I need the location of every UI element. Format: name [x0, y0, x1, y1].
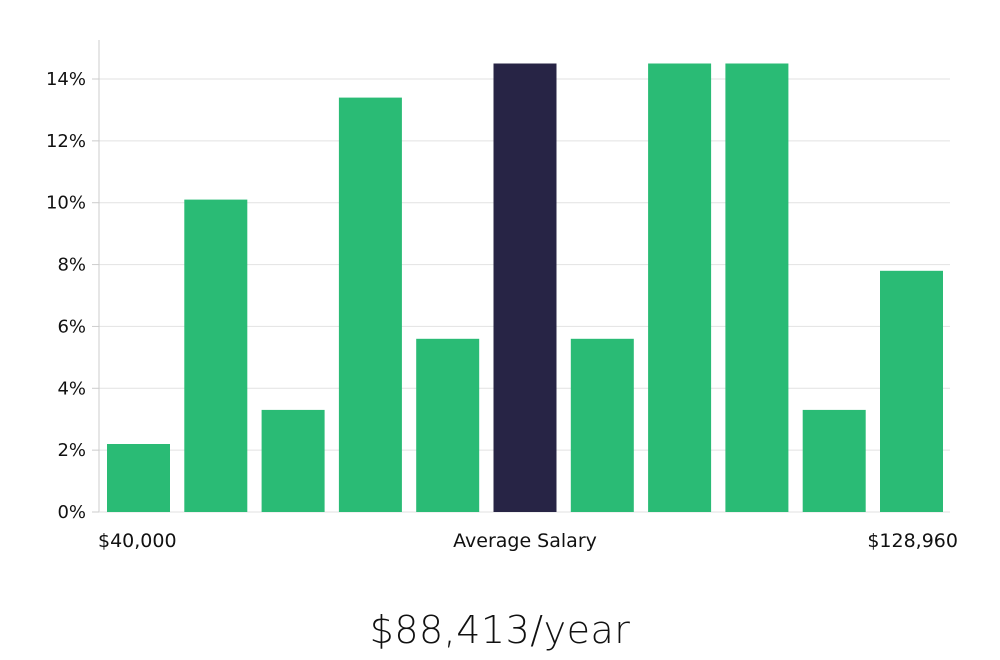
y-tick-label: 2%: [57, 440, 86, 461]
bar: [802, 409, 866, 512]
y-tick-label: 8%: [57, 255, 86, 276]
x-center-label: Average Salary: [453, 530, 597, 552]
salary-histogram: 0% 2% 4% 6% 8% 10% 12% 14% $40,000 Average Sala…: [46, 40, 958, 552]
bar-average-salary: [493, 63, 557, 512]
bar: [570, 338, 634, 512]
y-tick-label: 10%: [46, 193, 86, 214]
y-tick-label: 6%: [57, 316, 86, 337]
y-tick-label: 14%: [46, 69, 86, 90]
bars: [107, 63, 943, 512]
y-tick-label: 4%: [57, 378, 86, 399]
bar: [416, 338, 480, 512]
bar: [107, 444, 170, 512]
bar: [725, 63, 789, 512]
x-max-label: $128,960: [867, 530, 958, 552]
y-tick-label: 0%: [57, 502, 86, 523]
bar: [261, 409, 325, 512]
bar: [648, 63, 712, 512]
average-salary-headline: $88,413/year: [369, 608, 631, 652]
bar: [880, 270, 943, 512]
bar: [338, 97, 402, 512]
y-axis-ticks: 0% 2% 4% 6% 8% 10% 12% 14%: [46, 69, 99, 523]
x-min-label: $40,000: [98, 530, 177, 552]
y-tick-label: 12%: [46, 131, 86, 152]
bar: [184, 199, 248, 512]
